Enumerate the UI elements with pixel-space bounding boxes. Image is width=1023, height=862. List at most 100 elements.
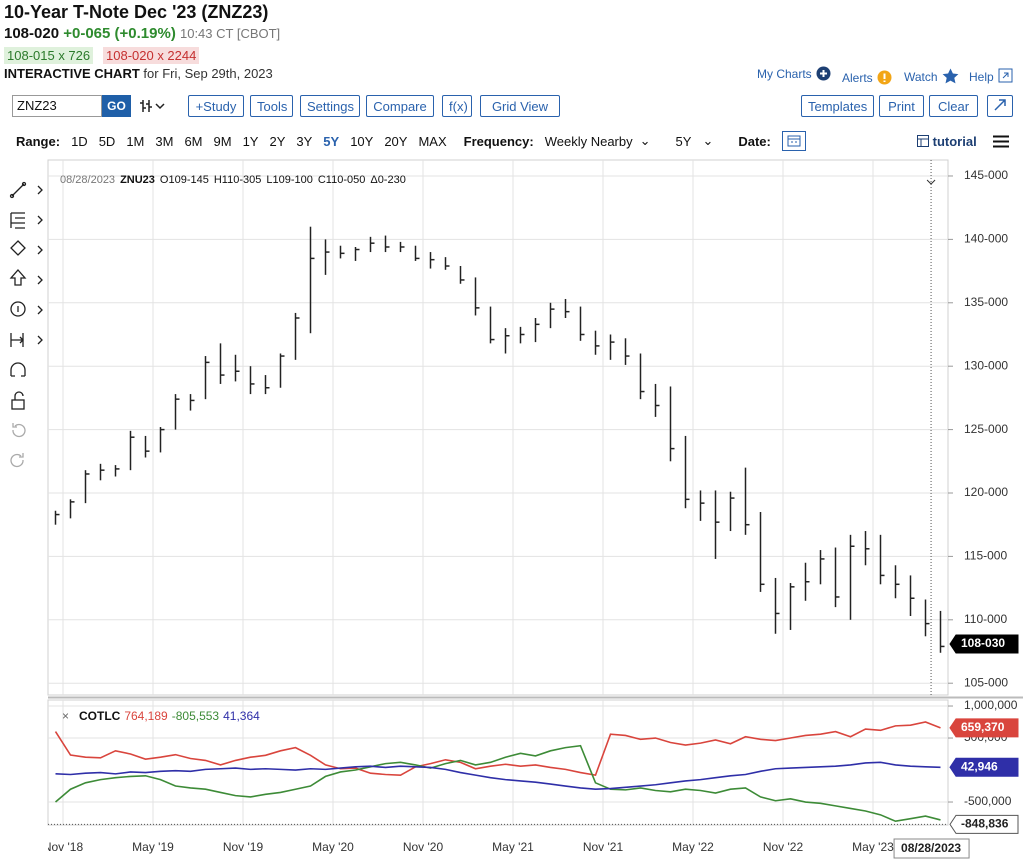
expand-icon — [994, 99, 1006, 111]
range-option[interactable]: MAX — [418, 133, 447, 149]
range-option[interactable]: 3M — [155, 133, 174, 149]
range-option[interactable]: 1Y — [242, 133, 259, 149]
y-tick-label: 135-000 — [964, 295, 1008, 309]
toolbar-button[interactable]: Compare — [366, 95, 434, 117]
info-item: 08/28/2023 — [60, 174, 115, 186]
link[interactable]: My Charts — [757, 67, 812, 81]
value-tag — [949, 718, 1019, 738]
range-option[interactable]: 10Y — [350, 133, 374, 149]
chart: 145-000 140-000 135-000 130-000 125-000 120-0… — [47, 159, 1023, 859]
info-item: O109-145 — [160, 174, 209, 186]
help-icon — [998, 68, 1013, 83]
ohlc-info: 08/28/2023 ZNU23 O109-145 H110-305 L109-100 C… — [60, 174, 406, 186]
plus-icon — [816, 66, 831, 81]
range-option[interactable]: 5D — [98, 133, 116, 149]
crosshair-date: 08/28/2023 — [901, 841, 961, 855]
toolbar-button[interactable]: Tools — [250, 95, 293, 117]
cot-legend: COTLC 764,189 -805,553 41,364 — [79, 709, 260, 723]
alert-icon — [877, 70, 892, 85]
alerts[interactable]: Alerts — [842, 69, 892, 87]
x-tick-label: May '22 — [672, 840, 714, 854]
close-icon: × — [62, 709, 69, 723]
x-tick-label: May '19 — [132, 840, 174, 854]
frequency-label: Frequency: — [463, 133, 534, 149]
value-tag-label: 659,370 — [961, 720, 1005, 734]
tutorial[interactable]: tutorial — [917, 134, 977, 149]
cot-title: COTLC — [79, 709, 121, 723]
x-tick-label: May '23 — [852, 840, 894, 854]
info-item: C110-050 — [318, 174, 366, 186]
last: 108-020 — [4, 25, 60, 42]
tutorial-icon — [917, 135, 929, 147]
value-tag — [949, 634, 1019, 654]
subtitle-text: for Fri, Sep 29th, 2023 — [143, 66, 273, 81]
range-option[interactable]: 2Y — [269, 133, 286, 149]
time: 10:43 CT [CBOT] — [179, 26, 281, 41]
link[interactable]: Watch — [904, 70, 938, 84]
link[interactable]: Help — [969, 70, 994, 84]
link[interactable]: Alerts — [842, 71, 873, 85]
bar-type-icon[interactable] — [140, 98, 170, 114]
range-option[interactable]: 1D — [71, 133, 88, 149]
x-tick-label: May '20 — [312, 840, 354, 854]
subtitle-bold: INTERACTIVE CHART — [4, 66, 140, 81]
range-option[interactable]: 6M — [184, 133, 203, 149]
subtitle: INTERACTIVE CHART for Fri, Sep 29th, 202… — [4, 66, 273, 81]
info-item: ZNU23 — [120, 174, 155, 186]
y-tick-label: 140-000 — [964, 232, 1008, 246]
x-tick-label: Nov '19 — [223, 840, 264, 854]
calendar-button[interactable] — [781, 131, 806, 151]
symbol-input[interactable]: ZNZ23 — [12, 95, 102, 117]
quote-line: 108-020 +0-065 (+0.19%) 10:43 CT [CBOT] — [4, 25, 280, 42]
value-tag — [949, 757, 1019, 777]
x-tick-label: Nov '22 — [763, 840, 804, 854]
drawing-tools[interactable] — [6, 178, 46, 473]
y-tick-label: 145-000 — [964, 168, 1008, 182]
toolbar-button[interactable]: Clear — [929, 95, 978, 117]
value-tag — [949, 814, 1019, 834]
range-options: 1D 5D 1M 3M 6M 9M 1Y 2Y 3Y 5Y 10Y 20Y MAX — [71, 134, 447, 149]
series-line — [54, 721, 941, 777]
frequency[interactable]: Weekly Nearby — [544, 133, 633, 149]
menu-icon[interactable] — [993, 135, 1009, 148]
info-item: Δ0-230 — [370, 174, 405, 186]
help[interactable]: Help — [969, 68, 1014, 86]
date-label: Date: — [738, 133, 771, 149]
my-charts[interactable]: My Charts — [757, 65, 831, 83]
x-tick-label: Nov '20 — [403, 840, 444, 854]
panel — [47, 699, 949, 826]
crosshair-marker — [926, 179, 936, 185]
range-option[interactable]: 20Y — [384, 133, 408, 149]
go-button[interactable]: GO — [102, 95, 131, 117]
toolbar-button[interactable]: Grid View — [480, 95, 560, 117]
range-bar: Range: 1D 5D 1M 3M 6M 9M 1Y 2Y 3Y 5Y 10Y 20Y MAX Fre… — [16, 131, 806, 151]
star-icon — [942, 68, 959, 84]
toolbar-button[interactable]: Settings — [300, 95, 360, 117]
toolbar-button[interactable]: +Study — [188, 95, 244, 117]
period[interactable]: 5Y — [675, 133, 692, 149]
range-option[interactable]: 1M — [126, 133, 145, 149]
y-tick-label: 1,000,000 — [964, 698, 1018, 712]
readout: 41,364 — [223, 709, 260, 723]
date-box — [893, 838, 970, 859]
watch[interactable]: Watch — [904, 68, 959, 86]
range-option[interactable]: 5Y — [323, 133, 340, 149]
chevron: ⌄ — [702, 133, 714, 148]
x-axis: Nov '18 May '19 Nov '19 May '20 Nov '20 May '… — [48, 840, 894, 854]
x-tick-label: Nov '21 — [583, 840, 624, 854]
readout: 764,189 — [124, 709, 168, 723]
y-tick-label: 115-000 — [964, 549, 1007, 563]
series-line — [54, 744, 941, 823]
series-line — [55, 761, 941, 791]
y-tick-label: 105-000 — [964, 675, 1008, 689]
toolbar-button[interactable]: Templates — [801, 95, 874, 117]
range-option[interactable]: 3Y — [296, 133, 313, 149]
tutorial-text[interactable]: tutorial — [932, 134, 977, 149]
toolbar-button[interactable]: Print — [879, 95, 924, 117]
expand-button[interactable] — [987, 95, 1013, 117]
range-label: Range: — [16, 133, 61, 149]
range-option[interactable]: 9M — [213, 133, 232, 149]
y-tick-label: 130-000 — [964, 358, 1008, 372]
panel — [47, 159, 949, 696]
toolbar-button[interactable]: f(x) — [442, 95, 472, 117]
